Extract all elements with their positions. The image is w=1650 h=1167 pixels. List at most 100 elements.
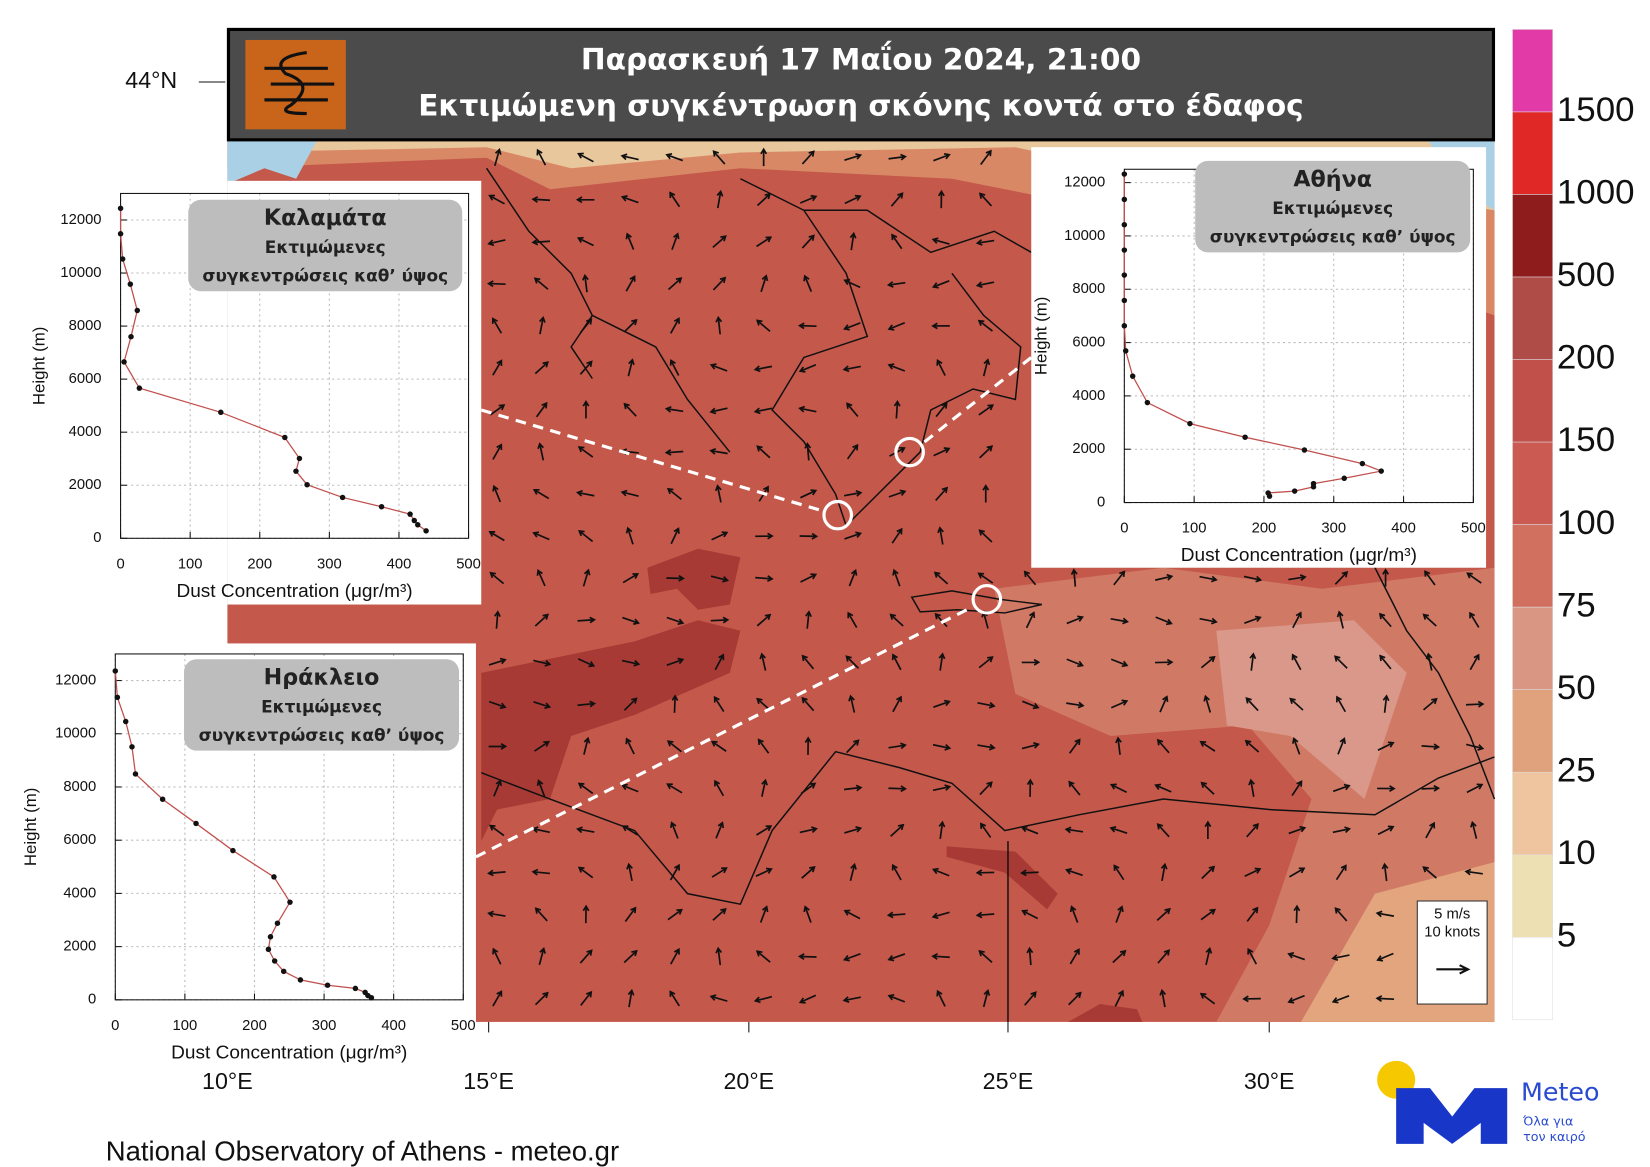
wind-arrow — [534, 361, 549, 375]
wind-arrow — [891, 527, 903, 544]
y-tick-label: 4000 — [1072, 388, 1105, 404]
wind-arrow — [1109, 783, 1127, 793]
wind-arrow — [979, 445, 994, 459]
wind-arrow — [892, 568, 901, 587]
wind-arrow — [534, 991, 549, 1006]
colorbar-label: 200 — [1557, 339, 1615, 377]
wind-arrow — [937, 526, 944, 545]
wind-arrow — [620, 489, 639, 497]
wind-arrow — [533, 659, 552, 667]
wind-arrow — [890, 823, 905, 837]
wind-arrow — [1247, 947, 1258, 965]
wind-arrow — [1422, 866, 1437, 879]
wind-arrow — [577, 446, 594, 458]
y-axis-label: Height (m) — [1031, 297, 1050, 375]
wind-arrow — [627, 358, 635, 377]
x-tick-label: 0 — [1120, 521, 1128, 537]
wind-arrow — [1110, 658, 1129, 668]
wind-arrow — [1156, 738, 1170, 754]
wind-arrow — [666, 574, 685, 582]
wind-arrow — [1332, 783, 1351, 793]
wind-arrow — [1113, 570, 1126, 586]
profile-point — [304, 481, 310, 488]
wind-arrow — [1336, 610, 1344, 629]
wind-arrow — [891, 653, 902, 671]
wind-arrow — [666, 657, 685, 666]
wind-arrow — [494, 148, 502, 167]
wind-arrow — [583, 736, 591, 755]
profile-point — [1122, 348, 1129, 354]
logo-tagline: Όλα για — [1522, 1113, 1573, 1128]
profile-point — [280, 968, 287, 975]
wind-arrow — [931, 322, 950, 330]
wind-arrow — [1026, 946, 1034, 966]
wind-arrow — [797, 322, 817, 330]
wind-arrow — [1110, 617, 1129, 625]
wind-arrow — [932, 743, 952, 751]
wind-arrow — [1377, 825, 1395, 836]
wind-arrow — [1068, 780, 1081, 796]
sea — [227, 139, 318, 184]
wind-arrow — [1115, 905, 1124, 923]
wind-arrow — [933, 152, 951, 162]
wind-arrow — [800, 782, 817, 795]
wind-arrow — [1377, 785, 1396, 792]
wind-arrow — [888, 153, 907, 161]
colorbar-swatch — [1512, 194, 1553, 278]
wind-arrow — [801, 696, 815, 712]
wind-arrow — [931, 237, 950, 245]
wind-arrow — [1020, 825, 1039, 835]
y-tick-label: 4000 — [69, 424, 102, 440]
wind-arrow — [665, 152, 684, 162]
colorbar-label: 1000 — [1557, 174, 1635, 212]
wind-arrow — [1466, 743, 1485, 751]
wind-arrow — [1466, 572, 1482, 584]
profile-point — [1121, 323, 1128, 329]
profile-point — [267, 934, 274, 940]
wind-arrow — [487, 280, 506, 288]
wind-arrow — [938, 652, 946, 671]
wind-arrow — [931, 953, 950, 960]
wind-arrow — [1334, 907, 1348, 922]
colorbar-label: 50 — [1557, 669, 1596, 707]
wind-arrow — [487, 239, 506, 247]
header-bar — [226, 27, 1496, 142]
wind-arrow — [667, 277, 683, 291]
lon-ticks — [488, 1021, 1270, 1033]
profile-point — [407, 511, 413, 517]
wind-arrow — [582, 568, 591, 587]
wind-arrow — [753, 365, 773, 373]
wind-arrow — [535, 401, 548, 418]
colorbar-label: 25 — [1557, 751, 1596, 789]
plot-frame — [114, 653, 464, 1001]
wind-arrow — [1292, 737, 1301, 755]
wind-arrow — [1024, 991, 1037, 1006]
wind-arrow — [577, 616, 597, 624]
wind-arrow — [671, 232, 680, 251]
map-field — [1068, 1004, 1143, 1022]
wind-arrow — [1159, 695, 1169, 713]
x-tick-label: 100 — [1182, 521, 1207, 537]
wind-arrow — [1244, 867, 1262, 878]
inset-subtitle: συγκεντρώσεις καθ’ ύψος — [202, 266, 448, 286]
wind-arrow — [886, 281, 906, 288]
wind-arrow — [493, 779, 502, 797]
wind-arrow — [805, 610, 812, 629]
profile-point — [297, 977, 304, 983]
footer: National Observatory of Athens - meteo.g… — [106, 1136, 619, 1167]
wind-arrow — [1154, 658, 1174, 666]
wind-arrow — [712, 276, 727, 291]
wind-arrow — [531, 196, 551, 203]
wind-arrow — [1069, 905, 1079, 923]
inset-title-box — [1195, 160, 1471, 253]
wind-arrow — [1379, 654, 1392, 670]
wind-arrow — [709, 407, 728, 415]
wind-arrow — [799, 826, 818, 834]
y-tick-label: 0 — [93, 530, 101, 546]
profile-point — [112, 668, 119, 674]
wind-arrow — [886, 911, 906, 919]
wind-arrow — [1022, 700, 1040, 710]
wind-arrow — [804, 736, 812, 755]
wind-arrow — [755, 867, 773, 877]
